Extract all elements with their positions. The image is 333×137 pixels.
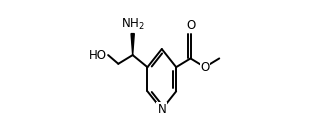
Text: O: O	[200, 61, 209, 74]
Polygon shape	[131, 34, 134, 55]
Text: N: N	[158, 103, 166, 116]
Text: NH$_2$: NH$_2$	[121, 17, 145, 32]
Text: O: O	[186, 19, 195, 32]
Text: HO: HO	[89, 49, 107, 62]
